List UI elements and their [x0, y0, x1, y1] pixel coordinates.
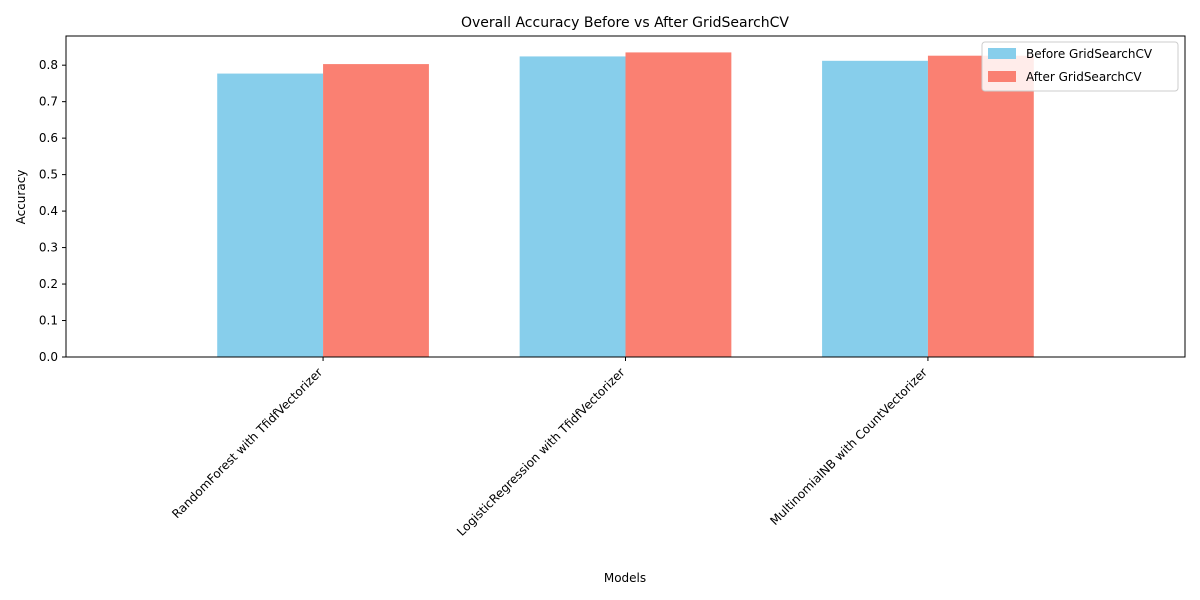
legend-frame	[981, 41, 1179, 92]
legend-swatch-before	[988, 48, 1016, 59]
x-axis-title: Models	[604, 571, 646, 585]
y-tick-label: 0.0	[39, 350, 58, 364]
bar-before-1	[519, 56, 626, 357]
legend-label-after: After GridSearchCV	[1026, 70, 1142, 84]
x-tick-label: LogisticRegression with TfidfVectorizer	[454, 365, 627, 538]
y-tick-label: 0.8	[39, 58, 58, 72]
y-tick-label: 0.6	[39, 131, 58, 145]
y-tick-label: 0.4	[39, 204, 58, 218]
bar-before-2	[822, 60, 928, 358]
x-tick-label: MultinomialNB with CountVectorizer	[767, 365, 930, 528]
bar-before-0	[217, 73, 324, 357]
legend-label-before: Before GridSearchCV	[1026, 47, 1153, 61]
y-tick-label: 0.3	[39, 241, 58, 255]
chart-title: Overall Accuracy Before vs After GridSea…	[461, 15, 789, 31]
bar-after-2	[927, 55, 1034, 358]
ticks-group: 0.0 0.1 0.2 0.3 0.4 0.5 0.6 0.7 0.8 RandomForest …	[39, 58, 930, 539]
y-tick-label: 0.2	[39, 277, 58, 291]
plot-frame	[65, 35, 1186, 358]
y-axis-title: Accuracy	[14, 170, 28, 225]
y-tick-label: 0.7	[39, 95, 58, 109]
y-tick-label: 0.5	[39, 168, 58, 182]
legend: Before GridSearchCV After GridSearchCV	[981, 41, 1179, 92]
x-tick-label: RandomForest with TfidfVectorizer	[169, 365, 325, 521]
bars-group	[217, 52, 1034, 358]
legend-swatch-after	[988, 71, 1016, 82]
y-tick-label: 0.1	[39, 314, 58, 328]
bar-after-0	[323, 64, 429, 358]
bar-after-1	[625, 52, 732, 358]
